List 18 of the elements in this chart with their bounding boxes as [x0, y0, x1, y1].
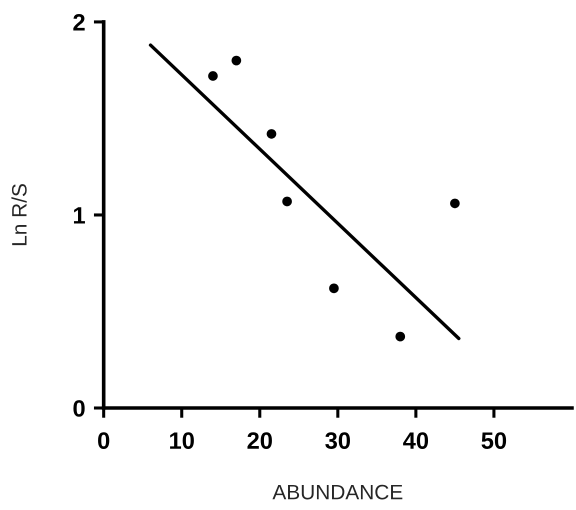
point	[282, 196, 292, 206]
point	[232, 56, 242, 66]
y-axis-title: Ln R/S	[11, 184, 27, 246]
point	[329, 284, 339, 294]
x-tick-label: 0	[98, 432, 110, 449]
x-tick-label: 10	[170, 432, 194, 449]
point	[450, 198, 460, 208]
y-tick-label: 0	[73, 400, 85, 417]
point	[395, 332, 406, 342]
x-axis-title: ABUNDANCE	[272, 484, 402, 500]
point	[208, 71, 218, 81]
y-tick-label: 2	[73, 14, 85, 30]
x-tick-label: 50	[482, 432, 506, 449]
x-tick-label: 40	[403, 432, 428, 449]
point	[266, 129, 276, 139]
y-tick-label: 1	[74, 207, 85, 224]
x-tick-label: 30	[325, 432, 350, 449]
x-tick-label: 20	[247, 432, 272, 449]
